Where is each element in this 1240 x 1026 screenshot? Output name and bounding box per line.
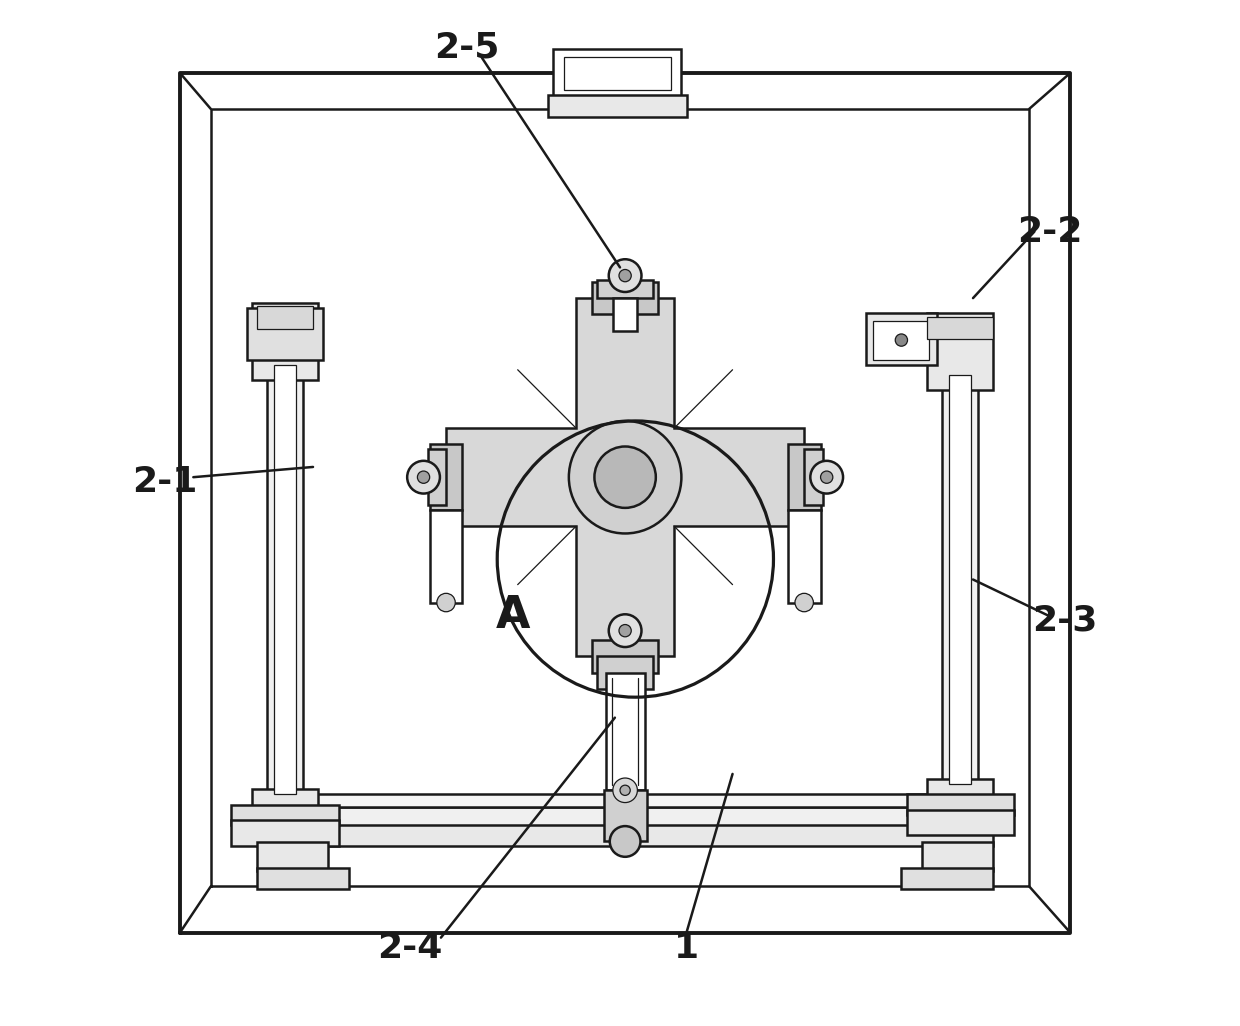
Bar — [596, 280, 653, 299]
Bar — [605, 673, 645, 790]
Text: 2-5: 2-5 — [434, 31, 500, 65]
Text: A: A — [495, 594, 529, 637]
Bar — [596, 657, 653, 689]
Circle shape — [609, 260, 641, 292]
Bar — [613, 299, 637, 330]
Text: 2-3: 2-3 — [1033, 603, 1097, 637]
Text: 1: 1 — [675, 931, 699, 964]
Bar — [928, 317, 993, 339]
Circle shape — [418, 471, 430, 483]
Circle shape — [569, 421, 682, 534]
Bar — [257, 842, 329, 871]
Bar — [906, 810, 1014, 835]
Circle shape — [407, 461, 440, 494]
Bar — [252, 304, 319, 380]
Bar — [901, 868, 993, 889]
Text: 2-4: 2-4 — [377, 931, 443, 964]
Bar — [267, 344, 303, 794]
Text: 2-1: 2-1 — [131, 466, 197, 500]
Circle shape — [610, 826, 641, 857]
Circle shape — [795, 593, 813, 611]
Bar — [787, 444, 821, 511]
Bar — [873, 321, 929, 359]
Bar — [257, 868, 348, 889]
Polygon shape — [446, 299, 805, 657]
Bar — [430, 511, 463, 602]
Bar — [787, 511, 821, 602]
Circle shape — [609, 615, 641, 647]
Bar — [231, 820, 339, 845]
Bar — [604, 790, 646, 841]
Bar — [564, 56, 671, 90]
Circle shape — [619, 270, 631, 282]
Bar — [428, 449, 446, 506]
Bar — [805, 449, 822, 506]
Bar — [257, 820, 993, 845]
Text: 2-2: 2-2 — [1017, 214, 1083, 248]
Bar — [267, 806, 983, 825]
Bar — [430, 444, 463, 511]
Bar — [231, 804, 339, 825]
Circle shape — [821, 471, 833, 483]
Bar — [866, 314, 937, 364]
Bar — [274, 364, 295, 794]
Bar — [950, 374, 971, 784]
Bar — [548, 94, 687, 117]
Bar — [928, 779, 993, 799]
Bar — [921, 842, 993, 871]
Bar — [252, 789, 319, 810]
Bar — [591, 282, 658, 315]
Bar — [267, 794, 983, 806]
Bar — [906, 794, 1014, 815]
Bar — [257, 307, 312, 328]
Bar — [942, 354, 978, 784]
Circle shape — [436, 593, 455, 611]
Circle shape — [613, 778, 637, 802]
Circle shape — [810, 461, 843, 494]
Circle shape — [594, 446, 656, 508]
Circle shape — [620, 785, 630, 795]
Bar — [591, 640, 658, 673]
Bar — [928, 314, 993, 390]
Circle shape — [619, 625, 631, 637]
Circle shape — [895, 333, 908, 346]
Bar — [553, 49, 682, 98]
Bar — [247, 309, 324, 359]
